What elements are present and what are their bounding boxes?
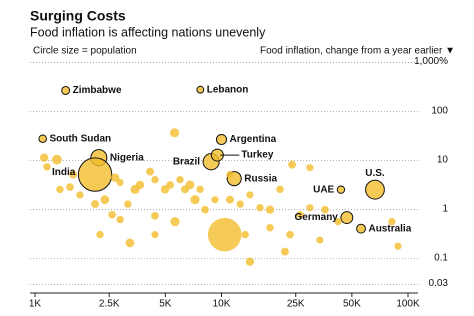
bubble <box>340 211 354 225</box>
bubble <box>306 164 314 172</box>
x-tick-label: 1K <box>29 299 42 310</box>
bubble <box>225 195 234 204</box>
x-tick-label: 25K <box>287 299 305 310</box>
bubble <box>394 242 402 250</box>
x-tick-label: 100K <box>396 299 420 310</box>
y-tick-label: 1,000% <box>414 56 448 67</box>
bubble-label: Turkey <box>241 150 273 161</box>
bubble <box>69 170 78 179</box>
bubble <box>96 230 104 239</box>
bubble <box>169 128 180 138</box>
bubble <box>388 217 396 226</box>
bubble <box>266 223 274 232</box>
bubble <box>246 191 254 199</box>
x-tick-label: 10K <box>213 299 231 310</box>
bubble-label: Australia <box>368 223 411 234</box>
bubble <box>125 238 135 248</box>
bubble <box>215 133 228 146</box>
bubble <box>146 167 155 176</box>
bubble <box>288 160 297 169</box>
x-tick-label: 50K <box>343 299 361 310</box>
bubble <box>166 181 174 189</box>
bubble <box>196 185 204 194</box>
y-tick-label: 0.03 <box>429 278 449 289</box>
bubble-label: Nigeria <box>110 152 144 163</box>
bubble <box>236 200 244 208</box>
bubble <box>76 191 84 199</box>
bubble <box>170 217 180 227</box>
bubble <box>124 200 132 208</box>
bubble <box>334 217 342 226</box>
bubble <box>281 247 289 256</box>
bubble-label: Brazil <box>173 156 200 167</box>
bubble <box>116 178 124 186</box>
bubble <box>321 205 329 214</box>
bubble <box>116 215 124 224</box>
y-tick-label: 10 <box>437 154 449 165</box>
bubble-label: U.S. <box>365 168 385 179</box>
bubble <box>245 257 255 266</box>
bubble <box>306 204 314 212</box>
bubble <box>207 217 242 252</box>
chart-title: Surging Costs <box>30 8 126 24</box>
bubble <box>226 170 234 179</box>
bubble <box>151 212 159 220</box>
bubble <box>190 195 200 205</box>
y-axis-label: Food inflation, change from a year earli… <box>260 46 455 57</box>
bubble <box>100 195 110 205</box>
bubble <box>135 180 145 190</box>
bubble <box>39 153 49 162</box>
bubble <box>256 203 264 212</box>
chart-subtitle: Food inflation is affecting nations unev… <box>30 25 266 39</box>
bubble <box>43 163 51 171</box>
y-tick-label: 100 <box>431 105 448 116</box>
bubble <box>151 231 159 239</box>
bubble-label: Lebanon <box>207 84 249 95</box>
bubble <box>336 185 346 194</box>
bubble <box>66 183 74 191</box>
bubble-label: Zimbabwe <box>73 85 122 96</box>
y-tick-label: 0.1 <box>434 252 448 263</box>
bubble-label: Russia <box>244 173 277 184</box>
bubble-label: UAE <box>313 184 334 195</box>
y-tick-label: 1 <box>442 203 448 214</box>
bubble <box>201 205 209 214</box>
bubble <box>77 157 113 192</box>
bubble <box>61 85 71 95</box>
bubble <box>276 185 284 194</box>
bubble <box>56 185 64 194</box>
bubble <box>286 230 294 239</box>
bubble-label: Germany <box>295 212 339 223</box>
bubble <box>51 154 62 165</box>
bubble <box>176 175 184 184</box>
bubble <box>151 175 159 184</box>
bubble-label: South Sudan <box>49 133 111 144</box>
bubble <box>365 179 385 200</box>
x-tick-label: 2.5K <box>99 299 120 310</box>
size-note: Circle size = population <box>33 46 137 57</box>
bubble <box>316 236 324 244</box>
bubble <box>91 200 100 209</box>
bubble <box>110 173 120 182</box>
bubble-label: India <box>52 167 76 178</box>
bubble <box>108 210 116 219</box>
bubble <box>38 134 47 143</box>
bubble <box>196 85 205 94</box>
bubble <box>241 230 249 239</box>
bubble <box>185 180 195 190</box>
bubble <box>296 211 304 219</box>
bubble <box>265 205 275 214</box>
bubble-label: Argentina <box>230 134 277 145</box>
bubble <box>356 223 366 234</box>
bubble <box>211 196 219 204</box>
x-tick-label: 5K <box>159 299 172 310</box>
